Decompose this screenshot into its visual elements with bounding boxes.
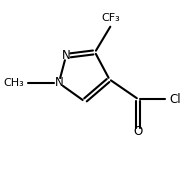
Text: CF₃: CF₃ <box>102 13 121 23</box>
Text: N: N <box>62 49 70 62</box>
Text: Cl: Cl <box>169 93 181 106</box>
Text: O: O <box>134 125 143 138</box>
Text: N: N <box>54 77 63 89</box>
Text: CH₃: CH₃ <box>4 78 25 88</box>
